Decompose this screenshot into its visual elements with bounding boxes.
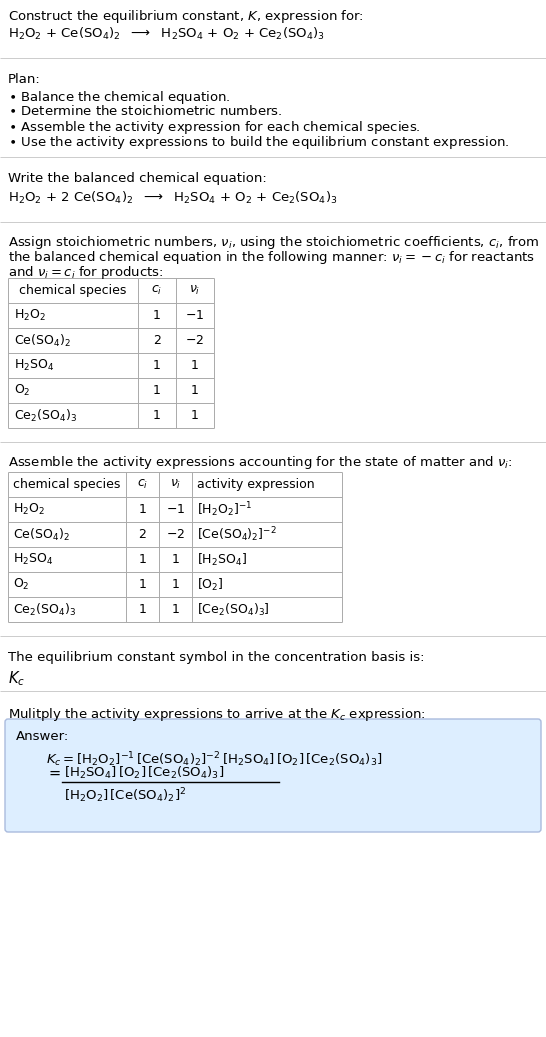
Text: 1: 1 [139, 503, 146, 516]
Text: 1: 1 [191, 384, 199, 397]
Text: $\bullet$ Balance the chemical equation.: $\bullet$ Balance the chemical equation. [8, 89, 230, 106]
Text: $=$: $=$ [46, 764, 62, 780]
Text: Construct the equilibrium constant, $K$, expression for:: Construct the equilibrium constant, $K$,… [8, 8, 364, 25]
Text: 1: 1 [171, 602, 180, 616]
Text: 1: 1 [153, 309, 161, 323]
Text: $\mathregular{H_2SO_4}$: $\mathregular{H_2SO_4}$ [13, 552, 54, 567]
Text: $[\mathrm{O_2}]$: $[\mathrm{O_2}]$ [197, 577, 223, 592]
Text: 1: 1 [139, 602, 146, 616]
Text: $\bullet$ Assemble the activity expression for each chemical species.: $\bullet$ Assemble the activity expressi… [8, 119, 420, 136]
Text: chemical species: chemical species [19, 284, 127, 297]
Text: $\nu_i$: $\nu_i$ [189, 284, 201, 297]
Text: $[\mathregular{H_2SO_4}]$: $[\mathregular{H_2SO_4}]$ [197, 552, 247, 567]
Text: Assemble the activity expressions accounting for the state of matter and $\nu_i$: Assemble the activity expressions accoun… [8, 454, 513, 471]
Text: 1: 1 [153, 384, 161, 397]
Text: activity expression: activity expression [197, 478, 314, 491]
Text: 1: 1 [171, 578, 180, 591]
Text: Ce$_2$(SO$_4$)$_3$: Ce$_2$(SO$_4$)$_3$ [14, 408, 77, 423]
Text: $K_c = [\mathregular{H_2O_2}]^{-1}$$\,[\mathrm{Ce(SO_4)_2}]^{-2}$$\,[\mathregula: $K_c = [\mathregular{H_2O_2}]^{-1}$$\,[\… [46, 750, 382, 768]
Text: 1: 1 [153, 409, 161, 422]
Text: 1: 1 [191, 359, 199, 372]
Text: $-2$: $-2$ [186, 334, 205, 347]
Bar [8, 278, 214, 428]
Text: O$_2$: O$_2$ [14, 383, 31, 398]
Text: $[\mathregular{H_2O_2}]^{-1}$: $[\mathregular{H_2O_2}]^{-1}$ [197, 500, 252, 518]
Text: $\mathregular{H_2O_2}$ + 2 Ce(SO$_4$)$_2$  $\longrightarrow$  $\mathregular{H_2S: $\mathregular{H_2O_2}$ + 2 Ce(SO$_4$)$_2… [8, 190, 337, 206]
Text: and $\nu_i = c_i$ for products:: and $\nu_i = c_i$ for products: [8, 264, 164, 281]
Text: $\bullet$ Determine the stoichiometric numbers.: $\bullet$ Determine the stoichiometric n… [8, 104, 283, 118]
Text: 1: 1 [153, 359, 161, 372]
Text: Ce(SO$_4$)$_2$: Ce(SO$_4$)$_2$ [13, 527, 70, 542]
Text: Answer:: Answer: [16, 730, 69, 742]
Text: 2: 2 [153, 334, 161, 347]
Text: $\bullet$ Use the activity expressions to build the equilibrium constant express: $\bullet$ Use the activity expressions t… [8, 134, 509, 151]
Text: Assign stoichiometric numbers, $\nu_i$, using the stoichiometric coefficients, $: Assign stoichiometric numbers, $\nu_i$, … [8, 234, 539, 251]
Text: $\mathregular{H_2O_2}$: $\mathregular{H_2O_2}$ [14, 308, 46, 324]
Text: Ce(SO$_4$)$_2$: Ce(SO$_4$)$_2$ [14, 333, 71, 348]
Text: $-1$: $-1$ [166, 503, 185, 516]
Text: $\mathregular{H_2SO_4}$: $\mathregular{H_2SO_4}$ [14, 358, 54, 373]
Text: $[\mathregular{H_2SO_4}]\,[\mathrm{O_2}]\,[\mathrm{Ce_2(SO_4)_3}]$: $[\mathregular{H_2SO_4}]\,[\mathrm{O_2}]… [64, 765, 224, 781]
Text: $-1$: $-1$ [186, 309, 205, 323]
Text: 1: 1 [139, 578, 146, 591]
Text: $-2$: $-2$ [166, 528, 185, 541]
Text: $\mathregular{H_2O_2}$ + Ce(SO$_4$)$_2$  $\longrightarrow$  $\mathregular{H_2SO_: $\mathregular{H_2O_2}$ + Ce(SO$_4$)$_2$ … [8, 26, 325, 43]
Text: The equilibrium constant symbol in the concentration basis is:: The equilibrium constant symbol in the c… [8, 651, 424, 664]
Text: $\nu_i$: $\nu_i$ [170, 478, 181, 492]
Text: O$_2$: O$_2$ [13, 577, 29, 592]
Text: Ce$_2$(SO$_4$)$_3$: Ce$_2$(SO$_4$)$_3$ [13, 601, 76, 618]
Text: $\mathregular{H_2O_2}$: $\mathregular{H_2O_2}$ [13, 502, 45, 517]
Text: 1: 1 [171, 553, 180, 566]
Text: 2: 2 [139, 528, 146, 541]
Text: Write the balanced chemical equation:: Write the balanced chemical equation: [8, 172, 267, 185]
Text: $c_i$: $c_i$ [137, 478, 148, 492]
Text: $c_i$: $c_i$ [151, 284, 163, 297]
Text: $[\mathrm{Ce(SO_4)_2}]^{-2}$: $[\mathrm{Ce(SO_4)_2}]^{-2}$ [197, 525, 277, 543]
Text: the balanced chemical equation in the following manner: $\nu_i = -c_i$ for react: the balanced chemical equation in the fo… [8, 249, 535, 267]
Text: 1: 1 [191, 409, 199, 422]
Text: $[\mathrm{Ce_2(SO_4)_3}]$: $[\mathrm{Ce_2(SO_4)_3}]$ [197, 601, 270, 618]
FancyBboxPatch shape [5, 719, 541, 832]
Text: Plan:: Plan: [8, 73, 41, 86]
Text: $[\mathregular{H_2O_2}]\,[\mathrm{Ce(SO_4)_2}]^2$: $[\mathregular{H_2O_2}]\,[\mathrm{Ce(SO_… [64, 786, 186, 805]
Text: chemical species: chemical species [13, 478, 120, 491]
Text: 1: 1 [139, 553, 146, 566]
Bar [8, 472, 342, 622]
Text: $K_c$: $K_c$ [8, 669, 25, 688]
Text: Mulitply the activity expressions to arrive at the $K_c$ expression:: Mulitply the activity expressions to arr… [8, 706, 426, 723]
